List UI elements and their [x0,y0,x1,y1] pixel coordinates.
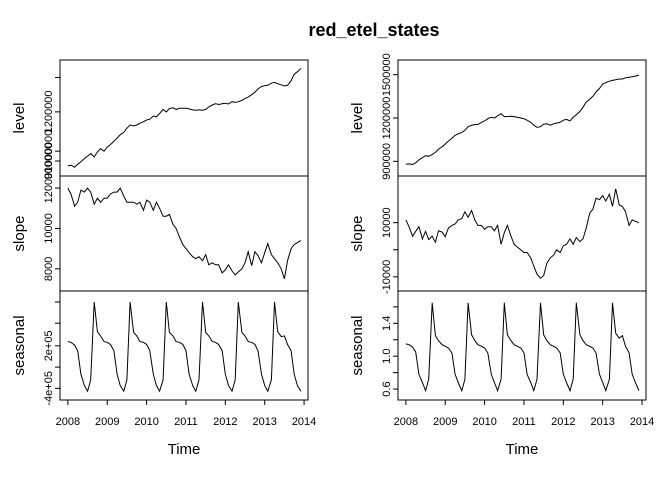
panel-frame [397,290,647,401]
series-line-level [405,74,640,166]
x-tick-label: 2010 [472,416,496,428]
plot-area: level90000012000001000000slope8000100001… [11,53,654,458]
x-tick-label: 2014 [630,416,654,428]
y-tick-label: -10000 [381,260,393,294]
x-tick-label: 2009 [433,416,457,428]
x-axis-label: Time [168,441,201,458]
series-line-slope [67,187,302,280]
y-axis-label: level [349,103,366,134]
y-tick-label: 1.0 [381,349,393,364]
y-tick-label: 900000 [381,143,393,180]
x-tick-label: 2013 [590,416,614,428]
series-line-seasonal [67,301,302,393]
y-axis-label: seasonal [11,315,28,375]
y-tick-label: 1500000 [381,53,393,96]
y-tick-label: 900000 [43,143,55,180]
y-tick-label: 10000 [43,213,55,244]
y-tick-label: 12000 [43,173,55,204]
panel-slope: slope 8000 10000 12000 [11,173,309,292]
y-tick-label: 1000000 [43,130,55,173]
y-tick-label: -4e+05 [43,371,55,406]
x-tick-label: 2011 [174,416,198,428]
y-axis-label: slope [349,216,366,252]
y-tick-label: 2e+05 [43,330,55,361]
x-tick-label: 2008 [56,416,80,428]
y-axis-label: slope [11,216,28,252]
x-axis-label: Time [506,441,539,458]
x-tick-label: 2012 [551,416,575,428]
y-tick-label: 8000 [43,257,55,281]
x-tick-label: 2012 [213,416,237,428]
y-tick-label: 10000 [381,207,393,238]
panel-seasonal: seasonal 0.6 1.0 1.4 [349,290,647,401]
x-tick-label: 2011 [512,416,536,428]
x-tick-label: 2009 [95,416,119,428]
panel-seasonal: seasonal -4e+05 2e+05 [11,290,309,406]
y-axis-label: seasonal [349,315,366,375]
series-line-slope [405,188,640,279]
y-axis-label: level [11,103,28,134]
x-tick-label: 2013 [252,416,276,428]
figure-title: red_etel_states [308,20,439,40]
x-tick-label: 2008 [394,416,418,428]
panel-slope: slope -10000 10000 [349,175,647,294]
x-tick-label: 2010 [134,416,158,428]
y-tick-label: 0.6 [381,381,393,396]
y-tick-label: 1.4 [381,316,393,331]
x-tick-label: 2014 [292,416,316,428]
y-tick-label: 1200000 [43,90,55,133]
series-line-level [67,68,302,168]
series-line-seasonal [405,302,640,393]
y-tick-label: 1200000 [381,97,393,140]
